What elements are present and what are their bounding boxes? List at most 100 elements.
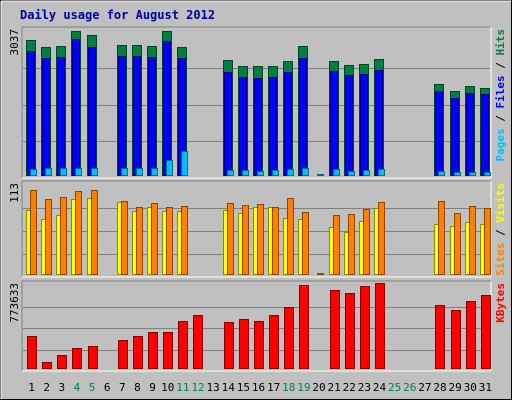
bar-kbytes [269, 315, 279, 369]
bar-pages [287, 169, 294, 176]
bar-kbytes [193, 315, 203, 369]
day-label: 4 [74, 381, 81, 394]
bar-files [224, 72, 232, 176]
panel-kbytes-max-label: 773633 [8, 283, 21, 323]
bar-kbytes [57, 355, 67, 369]
bar-kbytes [118, 340, 128, 369]
bar-pages [136, 168, 143, 176]
bar-pages [469, 172, 476, 176]
day-label: 3 [59, 381, 66, 394]
bar-files [148, 57, 156, 176]
bar-files [360, 74, 368, 176]
bar-kbytes [88, 346, 98, 369]
bar-pages [317, 174, 324, 176]
series-kbytes [27, 283, 491, 369]
day-label: 24 [373, 381, 387, 394]
bar-files [118, 56, 126, 176]
bar-kbytes [345, 293, 355, 369]
bar-pages [151, 168, 158, 176]
bar-pages [438, 171, 445, 176]
bar-sites [454, 213, 461, 275]
bar-files [481, 94, 489, 176]
day-label: 5 [89, 381, 96, 394]
bar-kbytes [27, 336, 37, 369]
bar-pages [378, 169, 385, 176]
panel-visits: 113 Sites / Visits [8, 180, 507, 278]
bar-sites [484, 208, 491, 275]
bar-sites [287, 198, 294, 275]
bar-sites [181, 206, 188, 275]
bar-files [163, 41, 171, 176]
day-label: 27 [418, 381, 431, 394]
day-label: 23 [358, 381, 371, 394]
day-label: 31 [479, 381, 492, 394]
day-label: 21 [328, 381, 341, 394]
bar-pages [227, 170, 234, 176]
bar-kbytes [375, 283, 385, 369]
day-label: 17 [267, 381, 280, 394]
bar-pages [45, 168, 52, 176]
bar-pages [484, 172, 491, 176]
day-label: 12 [191, 381, 204, 394]
bar-pages [454, 172, 461, 176]
bar-pages [348, 171, 355, 176]
day-label: 18 [282, 381, 295, 394]
legend-entry: KBytes [494, 283, 507, 323]
day-labels-layer: 1 2 3 4 5 6 7 8 9 10 11 12 13 14 15 16 17 18 19 20 21 22 23 24 2… [28, 381, 492, 394]
bar-files [299, 58, 307, 176]
bar-files [451, 98, 459, 176]
bar-sites [151, 203, 158, 275]
bar-files [466, 93, 474, 176]
series-pages [30, 151, 491, 176]
bar-kbytes [148, 332, 158, 369]
bar-kbytes [466, 301, 476, 369]
bar-pages [333, 169, 340, 176]
day-label: 26 [403, 381, 416, 394]
legend-entry: Visits [494, 183, 507, 223]
day-label: 25 [388, 381, 401, 394]
bar-pages [302, 168, 309, 176]
legend-entry: Pages [494, 128, 507, 161]
panel-kbytes: 773633 KBytes [8, 280, 507, 372]
bar-files [284, 72, 292, 176]
bar-pages [257, 171, 264, 176]
series-visits [26, 198, 487, 275]
day-label: 15 [237, 381, 250, 394]
day-label: 19 [297, 381, 310, 394]
bar-pages [181, 151, 188, 176]
bar-sites [302, 212, 309, 275]
bar-files [57, 57, 65, 176]
bar-kbytes [330, 290, 340, 369]
bar-files [330, 71, 338, 176]
bar-files [345, 75, 353, 176]
day-label: 2 [43, 381, 50, 394]
panel-hits-max-label: 3037 [8, 29, 21, 56]
bar-sites [227, 203, 234, 275]
bar-kbytes [299, 285, 309, 369]
day-label: 14 [222, 381, 236, 394]
panel-hits-legend: Pages / Files / Hits [494, 29, 507, 162]
bar-kbytes [163, 332, 173, 369]
day-label: 6 [104, 381, 111, 394]
bar-kbytes [42, 362, 52, 369]
bar-kbytes [72, 348, 82, 369]
bar-pages [166, 160, 173, 176]
bar-sites [91, 190, 98, 275]
day-label: 7 [119, 381, 126, 394]
bar-files [254, 78, 262, 176]
bar-files [27, 51, 35, 176]
bar-sites [121, 201, 128, 275]
bar-sites [333, 215, 340, 275]
day-label: 28 [433, 381, 446, 394]
panel-hits: 3037 Pages / Files / Hits [8, 26, 507, 179]
day-label: 22 [343, 381, 356, 394]
bar-sites [45, 199, 52, 275]
bar-pages [272, 170, 279, 176]
bar-kbytes [178, 321, 188, 369]
panels-layer: 3037 Pages / Files / Hits 113 Sites / Visit… [8, 26, 507, 372]
legend-entry: / [494, 56, 507, 76]
bar-sites [136, 207, 143, 275]
legend-entry: / [494, 109, 507, 129]
day-label: 30 [464, 381, 477, 394]
